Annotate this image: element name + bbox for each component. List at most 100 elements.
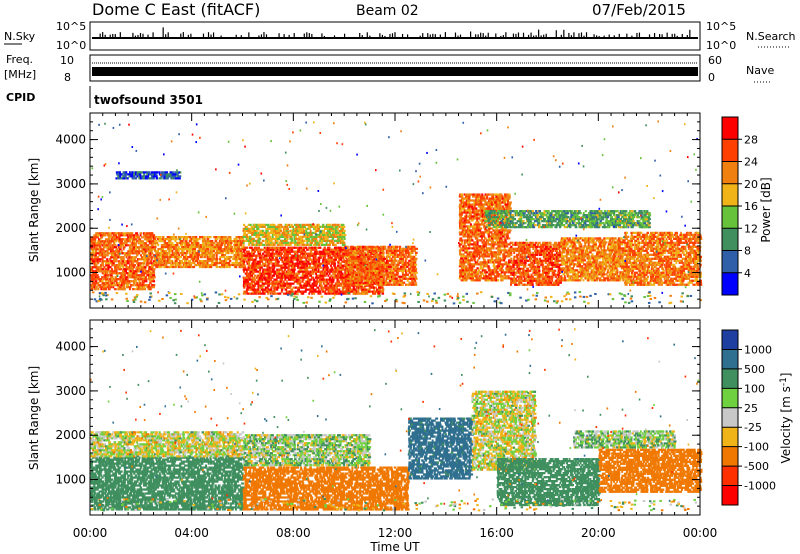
data-cell [363, 252, 365, 254]
data-cell [397, 266, 399, 268]
data-cell [307, 271, 310, 273]
data-cell [487, 277, 489, 279]
data-cell [395, 246, 398, 248]
data-cell [476, 219, 478, 221]
nsky-tick-hi: 10^5 [56, 20, 86, 33]
data-cell [206, 250, 209, 252]
data-cell [230, 242, 232, 244]
data-cell [298, 244, 301, 246]
data-cell [307, 289, 309, 291]
data-cell [180, 244, 183, 246]
nsky-bar [619, 34, 620, 38]
data-cell [130, 262, 132, 264]
data-cell [407, 262, 409, 264]
data-cell [96, 274, 99, 276]
data-cell [243, 271, 245, 273]
data-cell [326, 273, 328, 275]
data-cell [112, 252, 114, 254]
data-cell [281, 253, 283, 255]
data-cell [286, 228, 289, 230]
data-cell [483, 269, 486, 271]
data-cell [129, 288, 131, 290]
data-cell [405, 258, 408, 260]
data-cell [259, 273, 261, 275]
data-cell [189, 256, 192, 258]
data-cell [245, 240, 247, 242]
data-cell [351, 268, 354, 270]
nsky-bar [135, 36, 136, 38]
data-cell [243, 287, 245, 289]
data-cell [227, 262, 230, 264]
data-cell [181, 260, 183, 262]
data-cell [476, 261, 478, 263]
data-cell [104, 256, 106, 258]
data-cell [192, 258, 195, 260]
data-cell [337, 265, 340, 267]
data-cell [343, 242, 346, 244]
data-cell [208, 242, 210, 244]
data-cell [102, 250, 105, 252]
data-cell [477, 259, 479, 261]
data-cell [337, 224, 340, 226]
data-cell [257, 283, 259, 285]
data-cell [116, 254, 118, 256]
data-cell [329, 255, 331, 257]
data-cell [381, 293, 384, 295]
data-cell [361, 276, 364, 278]
data-cell [101, 280, 103, 282]
nsky-bar [503, 35, 504, 38]
data-cell [238, 250, 240, 252]
data-cell [138, 262, 140, 264]
data-cell [179, 264, 181, 266]
data-cell [467, 199, 470, 201]
data-cell [224, 254, 226, 256]
data-cell [286, 285, 289, 287]
data-cell [186, 240, 188, 242]
data-cell [105, 262, 108, 264]
data-cell [329, 247, 331, 249]
data-cell [367, 250, 369, 252]
data-cell [489, 275, 492, 277]
data-cell [360, 264, 362, 266]
data-cell [349, 266, 352, 268]
data-cell [387, 246, 390, 248]
nsky-bar [649, 34, 650, 38]
nsky-bar [208, 32, 209, 38]
data-cell [216, 256, 218, 258]
data-cell [481, 205, 484, 207]
data-cell [297, 234, 299, 236]
data-cell [243, 242, 245, 244]
data-cell [252, 289, 254, 291]
data-cell [316, 259, 318, 261]
data-cell [237, 252, 240, 254]
data-cell [262, 259, 264, 261]
data-cell [190, 246, 192, 248]
data-cell [103, 234, 106, 236]
data-cell [365, 254, 367, 256]
data-cell [318, 259, 320, 261]
data-cell [306, 253, 308, 255]
nsky-bar [203, 34, 204, 38]
data-cell [415, 278, 418, 280]
data-cell [386, 278, 388, 280]
data-cell [155, 252, 158, 254]
data-cell [260, 255, 262, 257]
data-cell [114, 252, 116, 254]
data-cell [108, 280, 110, 282]
data-cell [319, 291, 322, 293]
data-cell [276, 263, 279, 265]
data-cell [175, 246, 178, 248]
data-cell [357, 250, 359, 252]
data-cell [287, 255, 289, 257]
data-cell [389, 248, 392, 250]
data-cell [316, 230, 319, 232]
data-cell [122, 274, 124, 276]
data-cell [317, 275, 319, 277]
data-cell [97, 236, 99, 238]
data-cell [465, 261, 467, 263]
data-cell [323, 283, 325, 285]
data-cell [259, 263, 261, 265]
data-cell [96, 256, 99, 258]
data-cell [143, 288, 146, 290]
nsky-bar [626, 34, 627, 38]
